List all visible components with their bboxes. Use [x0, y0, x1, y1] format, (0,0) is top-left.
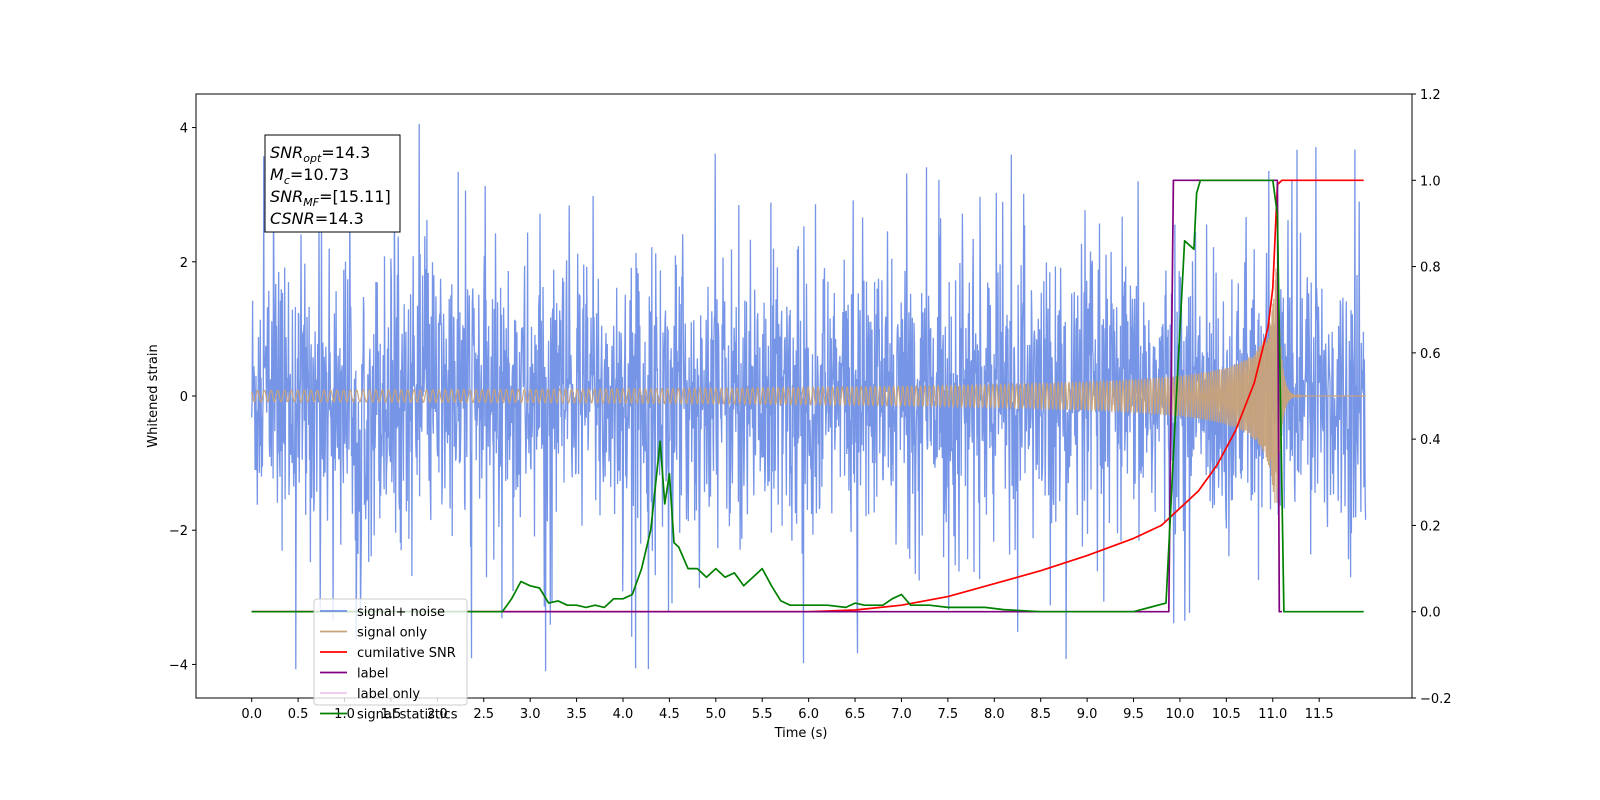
series-line-signal-noise [251, 123, 1367, 672]
y2-tick-label: 1.0 [1420, 174, 1441, 189]
y-tick-label: 2 [180, 256, 188, 271]
x-tick-label: 5.0 [705, 707, 726, 722]
x-tick-label: 4.5 [659, 707, 680, 722]
y2-tick-label: 0.4 [1420, 433, 1441, 448]
x-tick-label: 11.5 [1305, 707, 1334, 722]
y2-tick-label: 1.2 [1420, 88, 1441, 103]
x-axis-label: Time (s) [774, 726, 828, 741]
y-axis-label: Whitened strain [146, 344, 161, 447]
y2-tick-label: 0.8 [1420, 261, 1441, 276]
x-tick-label: 9.5 [1123, 707, 1144, 722]
x-tick-label: 1.0 [334, 707, 355, 722]
legend: signal+ noise signal only cumilative SNR la… [313, 598, 468, 723]
x-tick-label: 10.5 [1212, 707, 1241, 722]
x-tick-label: 3.5 [566, 707, 587, 722]
legend-entry: signal+ noise [357, 605, 445, 620]
x-tick-label: 11.0 [1258, 707, 1287, 722]
x-tick-label: 10.0 [1165, 707, 1194, 722]
legend-entry: cumilative SNR [357, 646, 456, 661]
x-tick-label: 6.5 [845, 707, 866, 722]
x-tick-label: 0.0 [241, 707, 262, 722]
legend-entry: signal statistics [357, 708, 458, 723]
x-tick-label: 7.5 [938, 707, 959, 722]
x-tick-label: 6.0 [798, 707, 819, 722]
y2-tick-label: −0.2 [1420, 692, 1452, 707]
x-axis: 0.0 0.5 1.0 1.5 2.0 2.5 3.0 3.5 4.0 4.5 5.0 5.5 6.0 6… [241, 698, 1334, 722]
y2-tick-label: 0.0 [1420, 606, 1441, 621]
x-tick-label: 8.5 [1030, 707, 1051, 722]
annotation-line: SNRopt=14.3 [270, 143, 370, 165]
y-tick-label: 0 [180, 390, 188, 405]
x-tick-label: 0.5 [288, 707, 309, 722]
x-tick-label: 4.0 [613, 707, 634, 722]
x-tick-label: 7.0 [891, 707, 912, 722]
x-tick-label: 2.5 [473, 707, 494, 722]
series-line-signal-statistics [251, 179, 1364, 613]
y-axis-left: 4 2 0 −2 −4 [169, 122, 196, 673]
annotation-line: SNRMF=[15.11] [270, 187, 391, 209]
annotation-box: SNRopt=14.3Mc=10.73SNRMF=[15.11]CSNR=14.… [264, 134, 401, 233]
y-tick-label: 4 [180, 122, 188, 137]
x-tick-label: 2.0 [427, 707, 448, 722]
annotation-line: Mc=10.73 [270, 165, 349, 187]
y2-tick-label: 0.2 [1420, 519, 1441, 534]
x-tick-label: 9.0 [1077, 707, 1098, 722]
series-line-signal-only [251, 268, 1366, 504]
x-tick-label: 3.0 [520, 707, 541, 722]
x-tick-label: 8.0 [984, 707, 1005, 722]
series-layer [251, 123, 1367, 672]
annotation-line: CSNR=14.3 [270, 209, 364, 228]
legend-entry: signal only [357, 626, 427, 641]
y2-tick-label: 0.6 [1420, 347, 1441, 362]
y-tick-label: −2 [169, 524, 188, 539]
legend-box [313, 598, 468, 706]
legend-entry: label only [357, 687, 420, 702]
x-tick-label: 5.5 [752, 707, 773, 722]
y-tick-label: −4 [169, 658, 188, 673]
x-tick-label: 1.5 [381, 707, 402, 722]
legend-entry: label [357, 667, 388, 682]
y-axis-right: 1.2 1.0 0.8 0.6 0.4 0.2 0.0 −0.2 [1412, 88, 1452, 707]
